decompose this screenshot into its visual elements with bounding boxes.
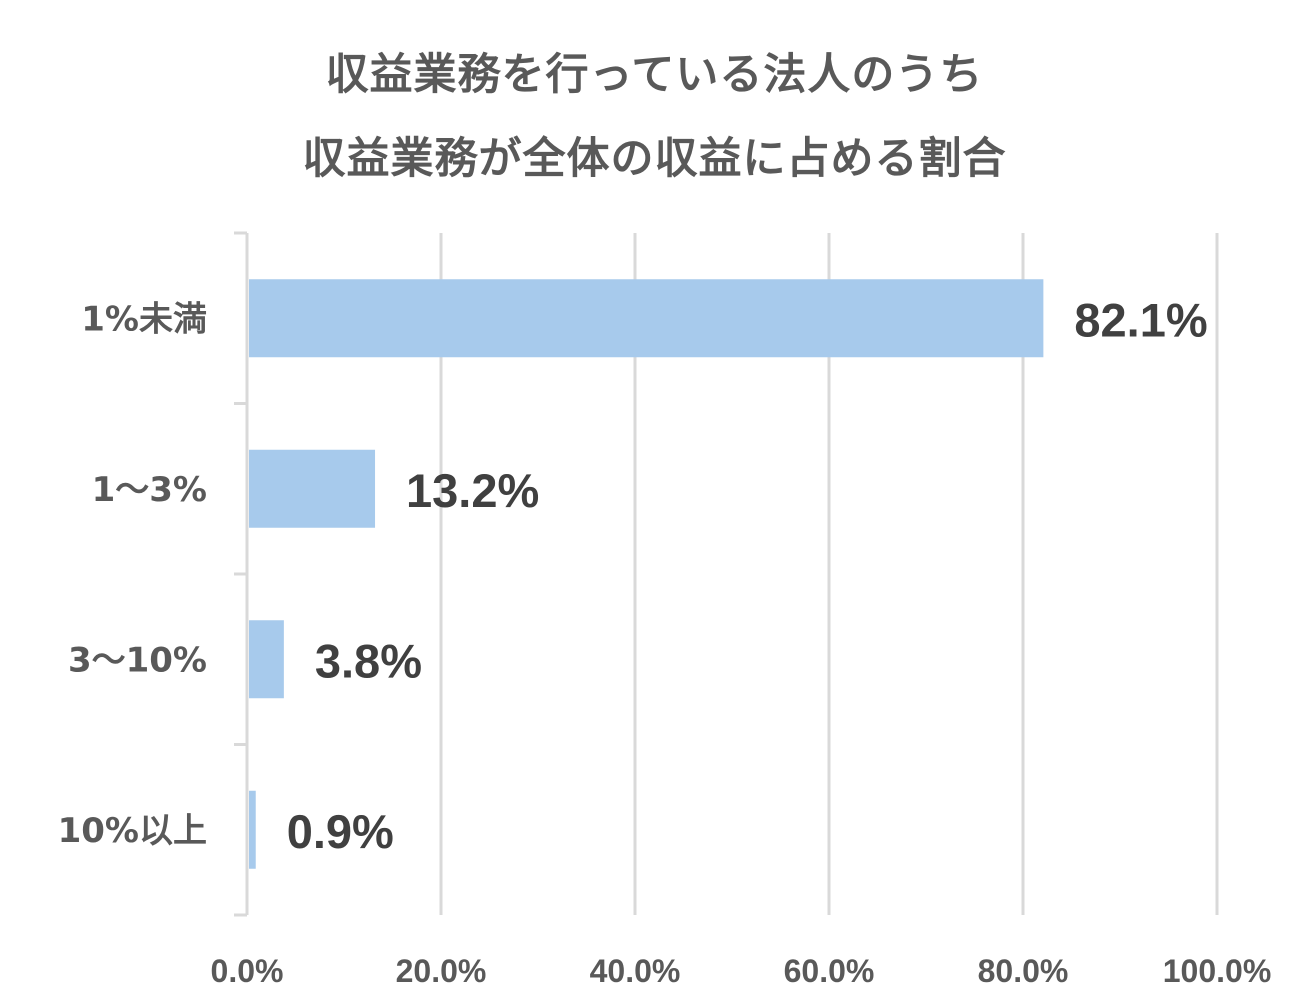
x-tick-label-3: 60.0% (784, 953, 875, 989)
chart-title-line-2: 収益業務が全体の収益に占める割合 (302, 134, 1007, 184)
chart-title-line-1: 収益業務を行っている法人のうち (325, 50, 984, 100)
labels: 1%未満 82.1% 1～3% 13.2% 3～10% 3.8% 10%以上 0.9% 0.0%… (58, 293, 1272, 989)
value-label-2: 3.8% (315, 634, 422, 687)
category-axis (234, 231, 249, 917)
x-tick-label-0: 0.0% (211, 953, 284, 989)
bar-0 (249, 279, 1044, 358)
category-label-3: 10%以上 (58, 811, 207, 851)
x-tick-label-2: 40.0% (590, 953, 681, 989)
bar-2 (249, 620, 284, 699)
x-tick-label-1: 20.0% (396, 953, 487, 989)
category-label-1: 1～3% (92, 470, 207, 510)
category-label-0: 1%未満 (81, 299, 207, 339)
bar-3 (249, 790, 256, 869)
value-label-3: 0.9% (287, 805, 394, 858)
value-label-1: 13.2% (406, 464, 539, 517)
bar-1 (249, 449, 376, 528)
x-tick-label-4: 80.0% (978, 953, 1069, 989)
value-label-0: 82.1% (1074, 293, 1207, 346)
bars (249, 279, 1044, 869)
x-tick-label-5: 100.0% (1163, 953, 1272, 989)
category-label-2: 3～10% (68, 640, 207, 680)
